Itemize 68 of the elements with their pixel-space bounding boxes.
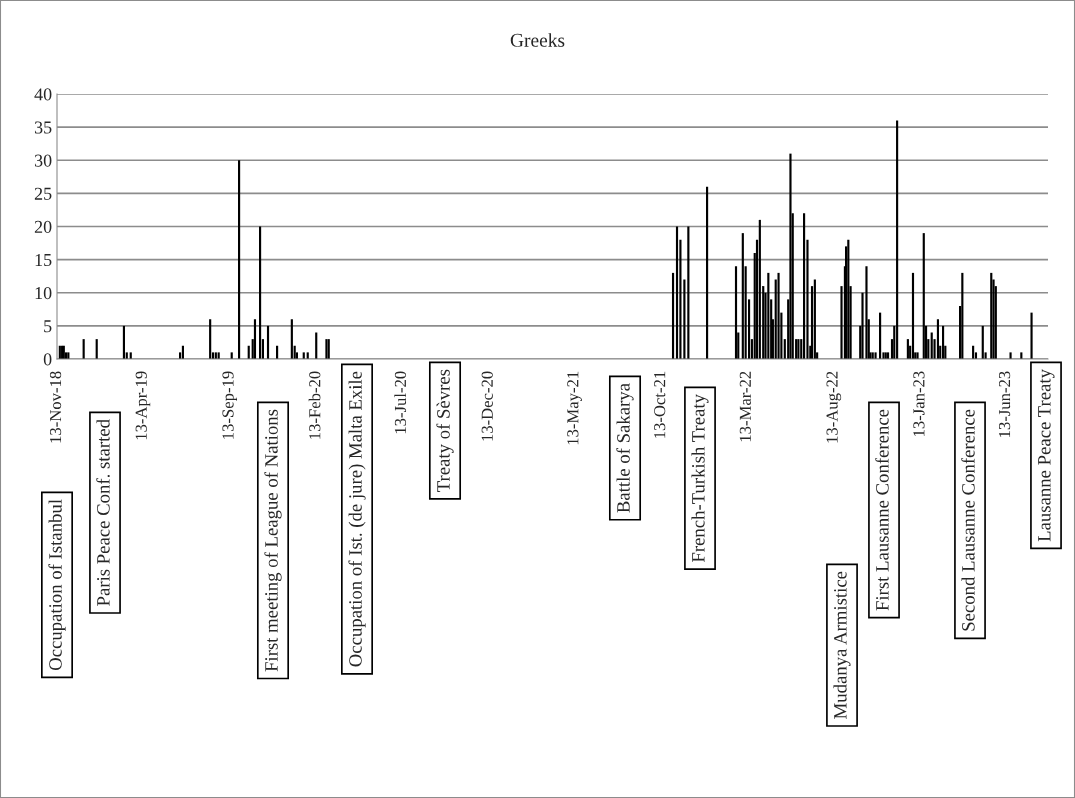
text: Mudanya Armistice xyxy=(833,571,851,719)
y-tick-label: 30 xyxy=(34,154,52,167)
bar xyxy=(803,213,806,359)
y-tick-label: 20 xyxy=(34,220,52,233)
bar xyxy=(896,120,899,359)
bar xyxy=(1009,352,1012,359)
bar xyxy=(122,325,126,359)
x-tick-label: 13-Apr-19 xyxy=(135,371,151,440)
x-tick-label: 13-Mar-22 xyxy=(739,371,751,442)
x-tick-label: 13-Oct-21 xyxy=(654,371,666,438)
x-tick-label: 13-Jan-23 xyxy=(913,371,925,436)
text: Occupation of Ist. (de jure) Malta Exile xyxy=(348,371,366,667)
bar xyxy=(930,332,933,359)
bar xyxy=(266,325,270,359)
x-tick-label: 13-May-21 xyxy=(567,371,582,445)
bar xyxy=(777,272,780,359)
x-tick-label: 13-Feb-20 xyxy=(308,371,321,439)
bar xyxy=(879,312,882,359)
bar xyxy=(1030,312,1033,359)
bar xyxy=(961,272,964,359)
text: First meeting of League of Nations xyxy=(264,409,282,672)
x-tick-label: 13-Sep-19 xyxy=(222,371,237,439)
chart-title: Greeks xyxy=(510,33,565,47)
bar xyxy=(990,272,993,359)
text: Paris Peace Conf. started xyxy=(96,419,110,606)
text: Second Lausanne Conference xyxy=(961,409,975,631)
bar xyxy=(315,332,318,359)
text: Treaty of Sèvres xyxy=(436,369,454,492)
bar xyxy=(290,319,293,359)
bar xyxy=(687,226,690,359)
bar xyxy=(981,325,984,359)
x-tick-label: 13-Dec-20 xyxy=(481,371,493,441)
text: Lausanne Peace Treaty xyxy=(1038,369,1055,542)
bar xyxy=(865,266,868,359)
x-tick-label: 13-Jun-23 xyxy=(998,371,1011,437)
bar xyxy=(238,160,241,359)
bar xyxy=(789,153,792,359)
bar xyxy=(259,226,262,359)
x-tick-label: 13-Nov-18 xyxy=(49,371,62,443)
bar xyxy=(847,239,850,359)
y-tick-label: 40 xyxy=(34,88,52,101)
y-tick-label: 5 xyxy=(44,320,52,333)
bar xyxy=(922,233,925,359)
y-tick-label: 10 xyxy=(35,287,52,300)
bar xyxy=(675,226,679,359)
bar xyxy=(706,186,709,359)
y-tick-label: 25 xyxy=(34,187,52,200)
bar xyxy=(936,319,940,359)
text: First Lausanne Conference xyxy=(875,409,889,611)
text: Battle of Sakarya xyxy=(616,383,634,513)
y-tick-label: 35 xyxy=(34,121,52,134)
bar xyxy=(758,219,761,359)
bar xyxy=(671,272,675,359)
y-tick-label: 0 xyxy=(43,353,52,366)
x-tick-label: 13-Aug-22 xyxy=(826,371,842,443)
text: French-Turkish Treaty xyxy=(691,394,709,563)
bar xyxy=(767,272,770,359)
bar xyxy=(941,325,945,359)
bar xyxy=(209,319,212,359)
bar xyxy=(683,279,686,359)
bar xyxy=(813,279,816,359)
bar xyxy=(253,319,257,359)
text: Occupation of Istanbul xyxy=(48,499,66,671)
y-tick-label: 15 xyxy=(35,253,52,267)
x-tick-label: 13-Jul-20 xyxy=(394,371,407,434)
bar xyxy=(734,266,738,359)
bar xyxy=(741,233,744,359)
bar xyxy=(911,272,915,359)
